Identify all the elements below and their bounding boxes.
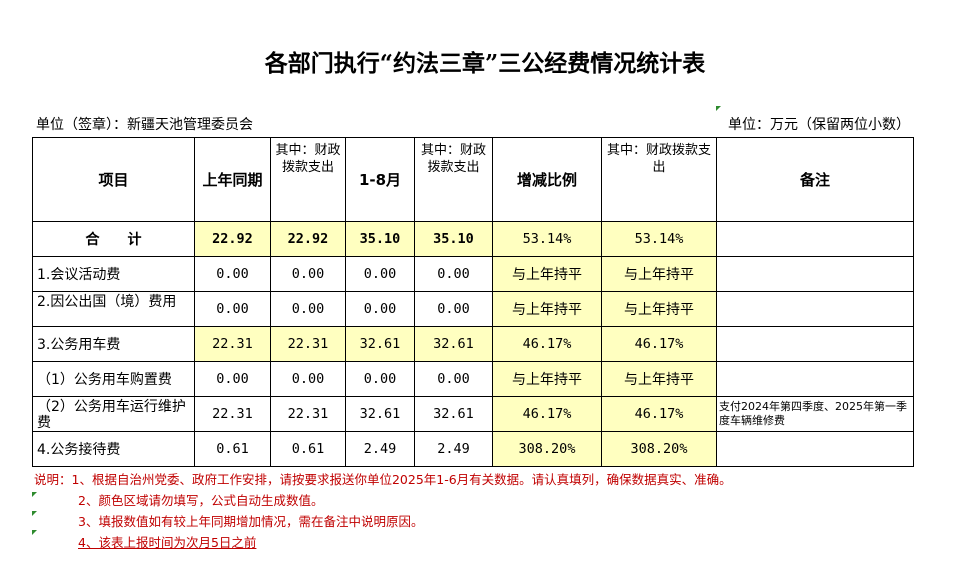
- cell-current: 0.00: [345, 361, 415, 397]
- cell-ratio-fiscal: 46.17%: [601, 396, 717, 432]
- expense-table: 项目 上年同期 其中：财政拨款支出 1-8月 其中：财政拨款支出 增减比例 其中…: [32, 137, 914, 467]
- cell-current: 0.00: [345, 291, 415, 327]
- cell-ratio-fiscal: 与上年持平: [601, 256, 717, 292]
- cell-comment-marker: [32, 530, 37, 535]
- header-remark: 备注: [716, 137, 914, 222]
- table-row: 4.公务接待费 0.61 0.61 2.49 2.49 308.20% 308.…: [32, 431, 914, 467]
- header-row: 项目 上年同期 其中：财政拨款支出 1-8月 其中：财政拨款支出 增减比例 其中…: [32, 137, 914, 222]
- cell-prev: 0.61: [194, 431, 271, 467]
- header-prev-fiscal: 其中：财政拨款支出: [270, 137, 346, 222]
- cell-ratio: 与上年持平: [492, 291, 602, 327]
- cell-remark: 支付2024年第四季度、2025年第一季度车辆维修费: [716, 396, 914, 432]
- cell-ratio: 46.17%: [492, 326, 602, 362]
- cell-comment-marker: [716, 106, 721, 111]
- row-label: 合 计: [32, 221, 195, 257]
- cell-ratio: 与上年持平: [492, 361, 602, 397]
- currency-unit-label: 单位：万元（保留两位小数）: [728, 117, 910, 133]
- cell-prev-fiscal: 22.31: [270, 326, 346, 362]
- cell-current-fiscal: 0.00: [414, 361, 493, 397]
- cell-prev: 0.00: [194, 361, 271, 397]
- note-line-1: 说明：1、根据自治州党委、政府工作安排，请按要求报送你单位2025年1-6月有关…: [34, 472, 732, 487]
- row-label: 4.公务接待费: [32, 431, 195, 467]
- cell-current: 0.00: [345, 256, 415, 292]
- cell-comment-marker: [32, 492, 37, 497]
- cell-current: 32.61: [345, 396, 415, 432]
- cell-comment-marker: [32, 511, 37, 516]
- cell-ratio: 308.20%: [492, 431, 602, 467]
- row-label: （2）公务用车运行维护费: [32, 396, 195, 432]
- note-line-3: 3、填报数值如有较上年同期增加情况，需在备注中说明原因。: [78, 514, 424, 529]
- table-row: 2.因公出国（境）费用 0.00 0.00 0.00 0.00 与上年持平 与上…: [32, 291, 914, 327]
- cell-prev: 22.31: [194, 396, 271, 432]
- cell-prev: 22.92: [194, 221, 271, 257]
- note-line-4: 4、该表上报时间为次月5日之前: [78, 535, 257, 550]
- cell-prev: 0.00: [194, 256, 271, 292]
- cell-current-fiscal: 32.61: [414, 396, 493, 432]
- cell-prev-fiscal: 0.00: [270, 291, 346, 327]
- cell-prev-fiscal: 0.61: [270, 431, 346, 467]
- cell-remark: [716, 431, 914, 467]
- header-ratio: 增减比例: [492, 137, 602, 222]
- table-row: 3.公务用车费 22.31 22.31 32.61 32.61 46.17% 4…: [32, 326, 914, 362]
- row-label: 2.因公出国（境）费用: [32, 291, 195, 327]
- cell-prev: 0.00: [194, 291, 271, 327]
- cell-ratio-fiscal: 53.14%: [601, 221, 717, 257]
- cell-remark: [716, 361, 914, 397]
- cell-current-fiscal: 0.00: [414, 256, 493, 292]
- cell-prev-fiscal: 22.31: [270, 396, 346, 432]
- cell-ratio-fiscal: 与上年持平: [601, 361, 717, 397]
- cell-ratio-fiscal: 46.17%: [601, 326, 717, 362]
- unit-label: 单位（签章）：新疆天池管理委员会: [36, 117, 253, 133]
- cell-remark: [716, 291, 914, 327]
- table-row: （1）公务用车购置费 0.00 0.00 0.00 0.00 与上年持平 与上年…: [32, 361, 914, 397]
- table-row: （2）公务用车运行维护费 22.31 22.31 32.61 32.61 46.…: [32, 396, 914, 432]
- row-label: 3.公务用车费: [32, 326, 195, 362]
- cell-current-fiscal: 0.00: [414, 291, 493, 327]
- cell-remark: [716, 221, 914, 257]
- cell-prev-fiscal: 0.00: [270, 361, 346, 397]
- cell-prev-fiscal: 0.00: [270, 256, 346, 292]
- cell-prev-fiscal: 22.92: [270, 221, 346, 257]
- cell-current: 32.61: [345, 326, 415, 362]
- header-current: 1-8月: [345, 137, 415, 222]
- cell-ratio-fiscal: 308.20%: [601, 431, 717, 467]
- row-label: （1）公务用车购置费: [32, 361, 195, 397]
- header-ratio-fiscal: 其中：财政拨款支出: [601, 137, 717, 222]
- cell-current: 2.49: [345, 431, 415, 467]
- cell-remark: [716, 256, 914, 292]
- cell-prev: 22.31: [194, 326, 271, 362]
- cell-ratio: 46.17%: [492, 396, 602, 432]
- cell-ratio-fiscal: 与上年持平: [601, 291, 717, 327]
- header-current-fiscal: 其中：财政拨款支出: [414, 137, 493, 222]
- cell-remark: [716, 326, 914, 362]
- cell-ratio: 与上年持平: [492, 256, 602, 292]
- header-item: 项目: [32, 137, 195, 222]
- cell-ratio: 53.14%: [492, 221, 602, 257]
- table-row: 1.会议活动费 0.00 0.00 0.00 0.00 与上年持平 与上年持平: [32, 256, 914, 292]
- cell-current-fiscal: 35.10: [414, 221, 493, 257]
- header-prev-period: 上年同期: [194, 137, 271, 222]
- page-title: 各部门执行“约法三章”三公经费情况统计表: [264, 50, 706, 77]
- cell-current: 35.10: [345, 221, 415, 257]
- note-line-2: 2、颜色区域请勿填写，公式自动生成数值。: [78, 493, 324, 508]
- table-row-total: 合 计 22.92 22.92 35.10 35.10 53.14% 53.14…: [32, 221, 914, 257]
- cell-current-fiscal: 32.61: [414, 326, 493, 362]
- row-label: 1.会议活动费: [32, 256, 195, 292]
- cell-current-fiscal: 2.49: [414, 431, 493, 467]
